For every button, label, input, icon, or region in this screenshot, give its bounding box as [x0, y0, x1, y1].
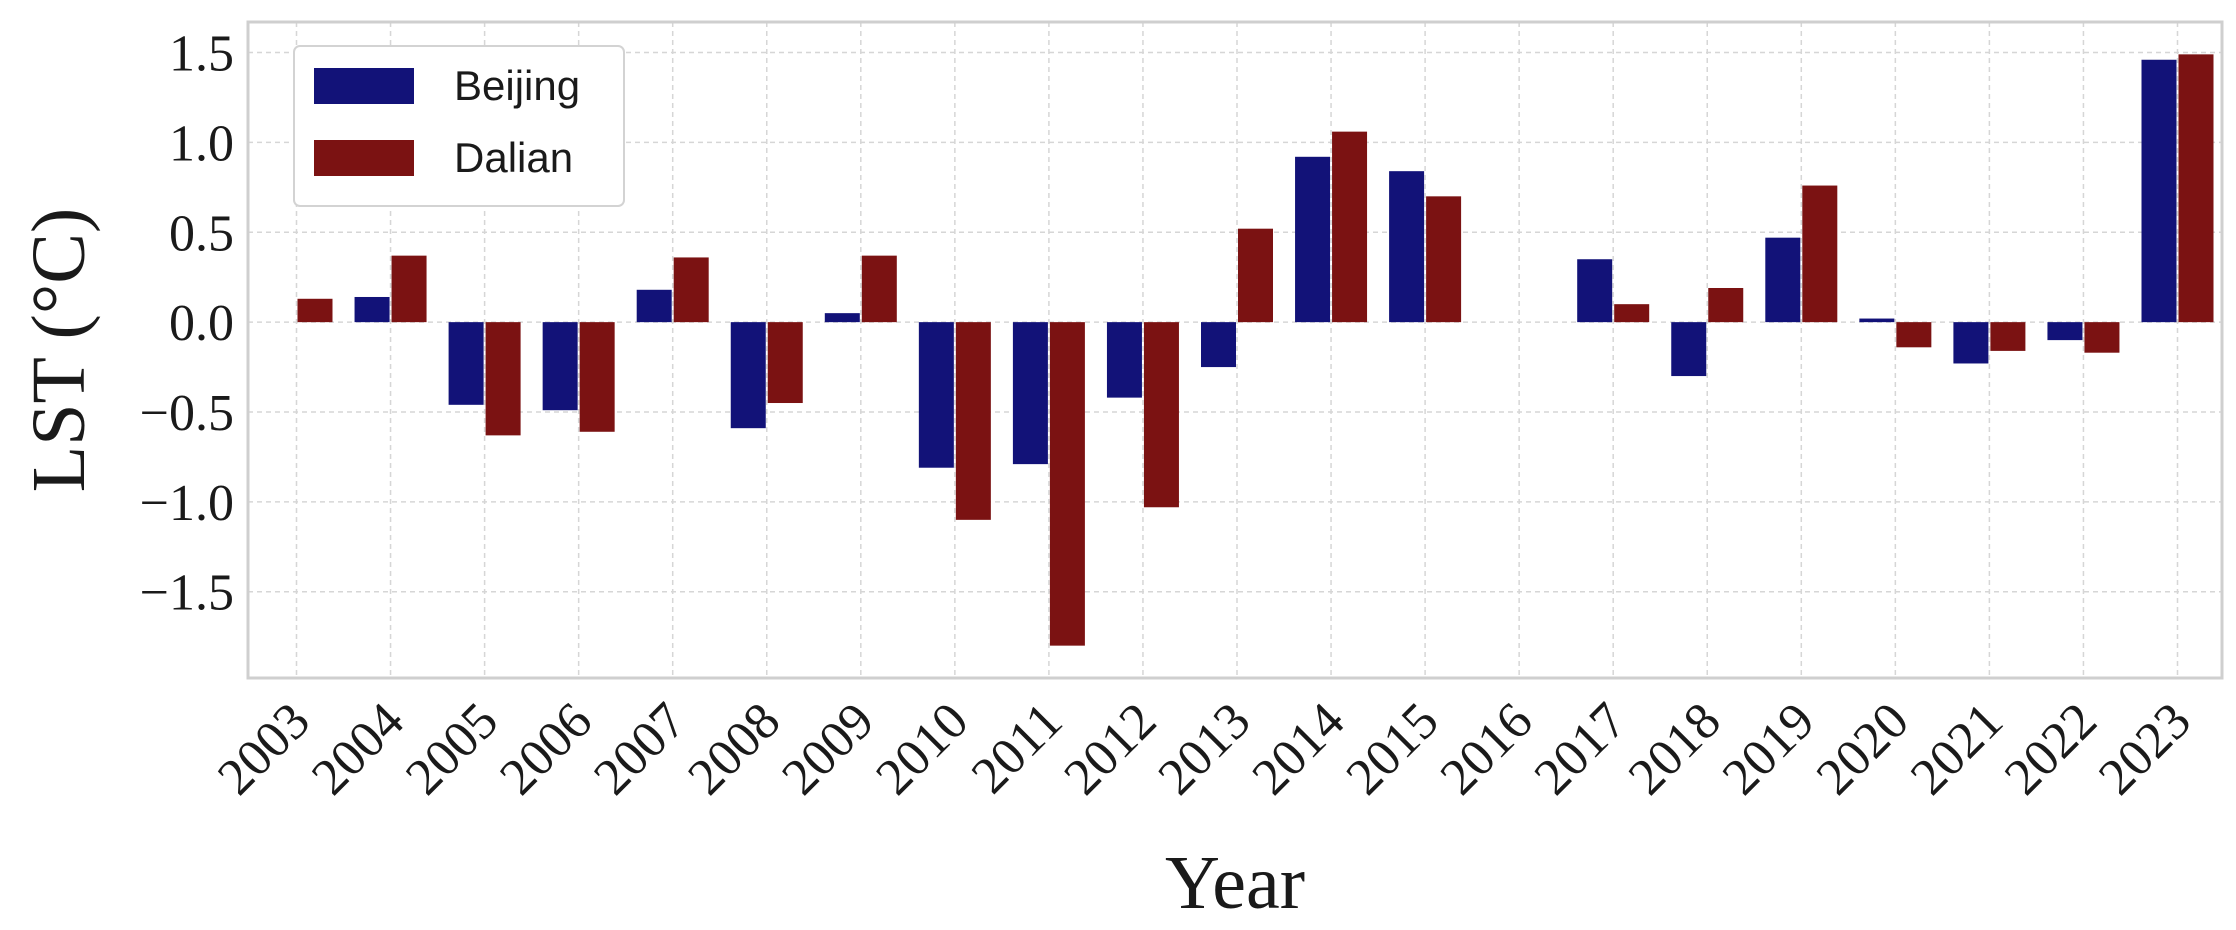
- y-tick-label: −1.0: [140, 475, 234, 532]
- x-tick-label-2020: 2020: [1806, 692, 1920, 806]
- bar-dalian-2017: [1614, 304, 1650, 323]
- bar-beijing-2005: [448, 322, 484, 405]
- bar-dalian-2013: [1238, 228, 1273, 323]
- bar-beijing-2004: [354, 296, 390, 323]
- bar-dalian-2022: [2084, 322, 2120, 353]
- bar-dalian-2021: [1990, 322, 2026, 351]
- x-tick-label-2015: 2015: [1336, 692, 1450, 806]
- bar-dalian-2010: [955, 322, 991, 520]
- bar-dalian-2005: [485, 322, 521, 436]
- bar-dalian-2018: [1708, 287, 1744, 323]
- bar-dalian-2014: [1332, 131, 1368, 323]
- bar-beijing-2017: [1577, 259, 1613, 323]
- bar-dalian-2004: [391, 255, 427, 323]
- x-tick-label-2004: 2004: [301, 692, 415, 806]
- y-tick-label: 0.0: [169, 295, 234, 352]
- x-tick-label-2014: 2014: [1242, 692, 1356, 806]
- x-tick-label-2011: 2011: [961, 692, 1073, 804]
- x-tick-label-2016: 2016: [1430, 692, 1544, 806]
- bar-beijing-2023: [2141, 59, 2177, 323]
- x-tick-label-2010: 2010: [865, 692, 979, 806]
- x-tick-label-2003: 2003: [207, 692, 321, 806]
- x-tick-label-2017: 2017: [1524, 692, 1638, 806]
- bar-dalian-2015: [1426, 196, 1462, 323]
- y-axis-label: LST (°C): [17, 208, 101, 492]
- bar-dalian-2006: [579, 322, 615, 432]
- bar-dalian-2007: [673, 257, 709, 323]
- x-tick-label-2023: 2023: [2088, 692, 2202, 806]
- bar-beijing-2021: [1953, 322, 1989, 364]
- bar-beijing-2022: [2047, 322, 2083, 341]
- y-tick-label: −0.5: [140, 385, 234, 442]
- x-tick-label-2008: 2008: [677, 692, 791, 806]
- bar-dalian-2012: [1143, 322, 1179, 508]
- y-tick-label: 1.0: [169, 115, 234, 172]
- legend-label-dalian: Dalian: [454, 134, 573, 181]
- bar-beijing-2014: [1295, 156, 1331, 323]
- bar-beijing-2011: [1012, 322, 1048, 465]
- bar-beijing-2013: [1201, 322, 1236, 368]
- bar-beijing-2019: [1765, 237, 1801, 323]
- y-tick-label: −1.5: [140, 565, 234, 622]
- bar-dalian-2008: [767, 322, 803, 404]
- x-tick-label-2006: 2006: [489, 692, 603, 806]
- bars-layer: [297, 54, 2214, 646]
- x-axis-label: Year: [1165, 841, 1305, 925]
- bar-beijing-2012: [1106, 322, 1142, 398]
- x-tick-label-2013: 2013: [1148, 692, 1262, 806]
- bar-beijing-2007: [636, 289, 672, 323]
- bar-beijing-2010: [918, 322, 954, 468]
- bar-dalian-2020: [1896, 322, 1932, 348]
- bar-beijing-2008: [730, 322, 766, 429]
- legend-swatch-dalian: [314, 140, 414, 176]
- legend-swatch-beijing: [314, 68, 414, 104]
- legend: Beijing Dalian: [293, 45, 625, 207]
- y-tick-label: 0.5: [169, 205, 234, 262]
- x-tick-labels: 2003200420052006200720082009201020112012…: [207, 692, 2202, 806]
- bar-dalian-2009: [861, 255, 897, 323]
- y-tick-label: 1.5: [169, 26, 234, 83]
- x-tick-label-2012: 2012: [1054, 692, 1168, 806]
- bar-dalian-2019: [1802, 185, 1838, 323]
- legend-label-beijing: Beijing: [454, 62, 580, 109]
- bar-dalian-2023: [2178, 54, 2214, 323]
- bar-dalian-2011: [1049, 322, 1085, 646]
- x-tick-label-2009: 2009: [771, 692, 885, 806]
- x-tick-label-2022: 2022: [1994, 692, 2108, 806]
- bar-dalian-2003: [297, 298, 333, 323]
- y-tick-labels: 1.5 1.0 0.5 0.0 −0.5 −1.0 −1.5: [140, 26, 234, 622]
- bar-beijing-2015: [1389, 171, 1425, 323]
- bar-beijing-2020: [1859, 318, 1895, 323]
- bar-beijing-2018: [1671, 322, 1707, 377]
- bar-beijing-2006: [542, 322, 578, 411]
- bar-beijing-2009: [824, 313, 860, 323]
- x-tick-label-2007: 2007: [583, 692, 697, 806]
- x-tick-label-2018: 2018: [1618, 692, 1732, 806]
- x-tick-label-2019: 2019: [1712, 692, 1826, 806]
- x-tick-label-2021: 2021: [1900, 692, 2014, 806]
- plot-frame: [246, 20, 2224, 680]
- x-tick-label-2005: 2005: [395, 692, 509, 806]
